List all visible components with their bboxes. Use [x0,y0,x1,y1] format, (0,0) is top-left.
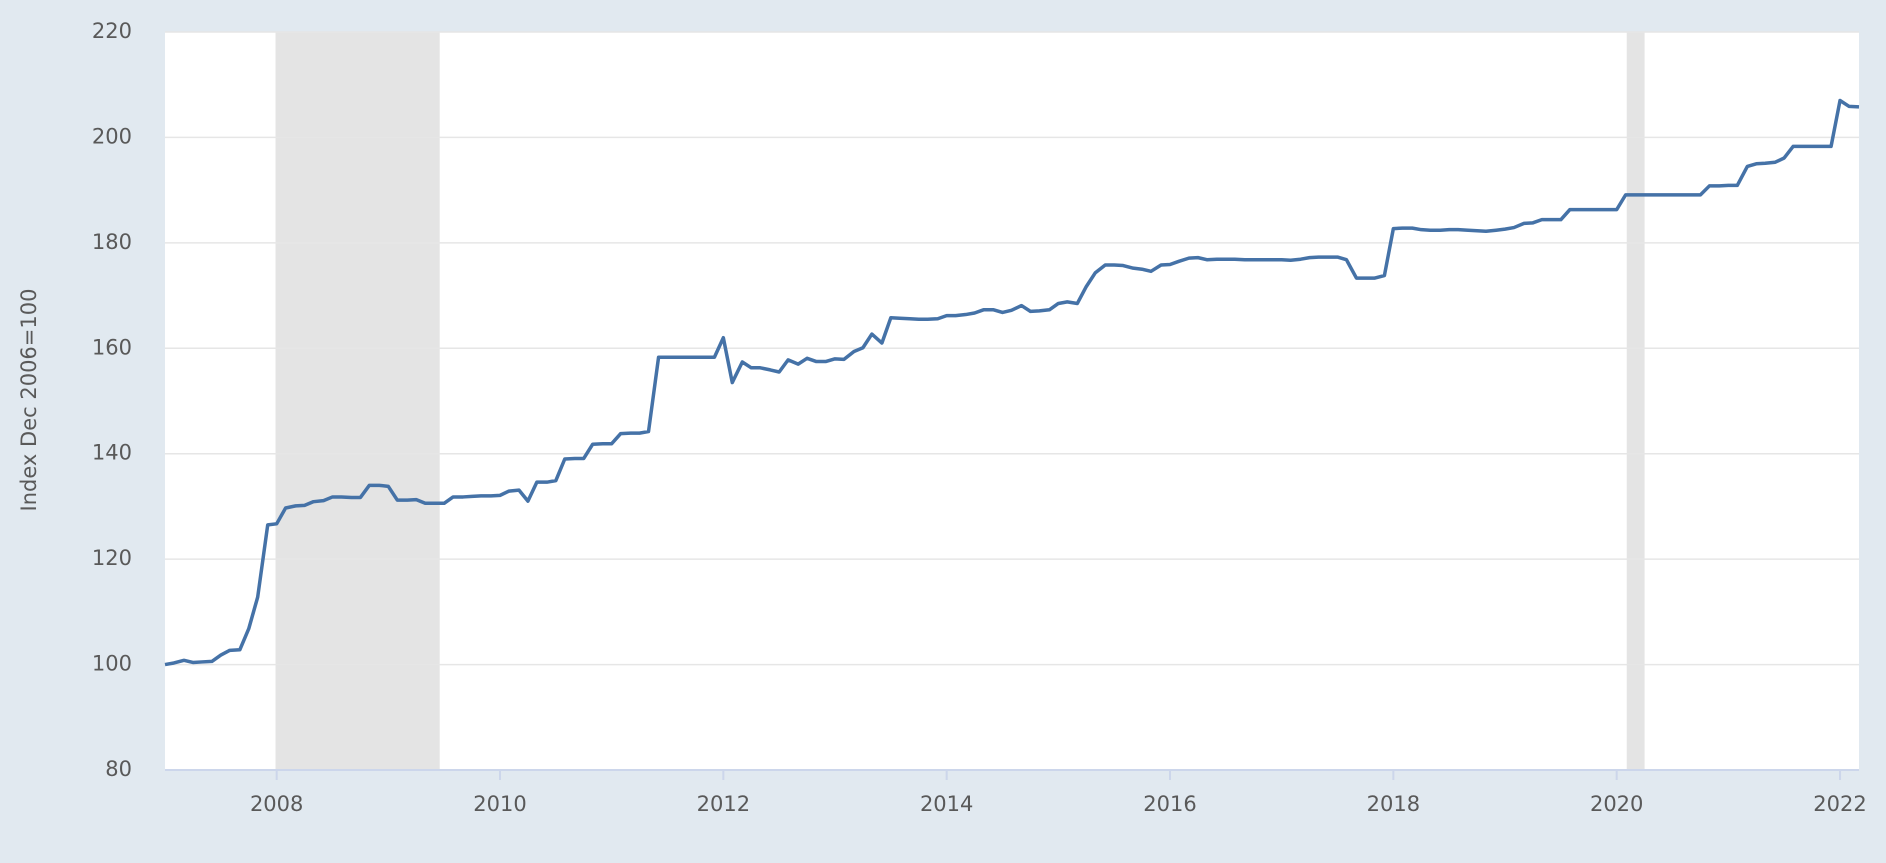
x-tick-label: 2014 [920,792,973,816]
x-tick-label: 2010 [473,792,526,816]
x-tick-label: 2020 [1590,792,1643,816]
x-tick-label: 2018 [1367,792,1420,816]
y-tick-label: 140 [92,441,132,465]
plot-area [165,32,1859,770]
y-tick-label: 180 [92,230,132,254]
x-tick-label: 2016 [1143,792,1196,816]
y-tick-label: 200 [92,124,132,148]
y-tick-label: 80 [105,757,132,781]
recession-layer [275,32,1645,770]
recession-band [275,32,440,770]
x-tick-label: 2008 [250,792,303,816]
x-tick-label: 2012 [697,792,750,816]
y-tick-label: 160 [92,335,132,359]
x-tick-label: 2022 [1813,792,1866,816]
y-tick-label: 220 [92,19,132,43]
y-axis-title: Index Dec 2006=100 [17,289,41,512]
recession-band [1626,32,1645,770]
y-tick-label: 120 [92,546,132,570]
grid-layer [165,31,1859,666]
data-line [164,98,1860,667]
series-layer [164,98,1860,667]
y-tick-label: 100 [92,652,132,676]
